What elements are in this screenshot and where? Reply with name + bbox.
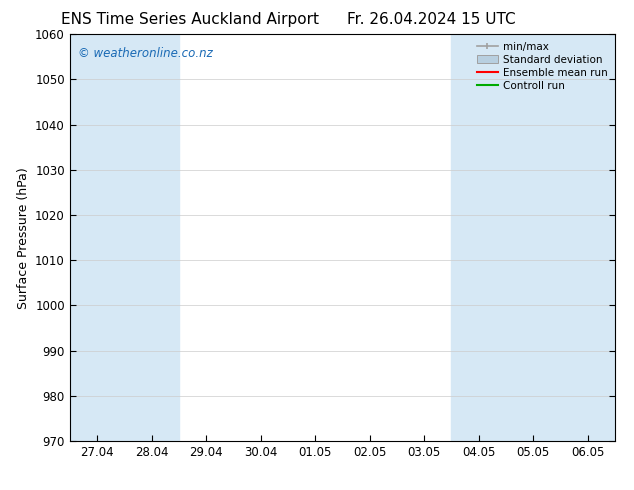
Text: ENS Time Series Auckland Airport: ENS Time Series Auckland Airport xyxy=(61,12,319,27)
Bar xyxy=(451,34,506,441)
Bar xyxy=(124,34,179,441)
Text: © weatheronline.co.nz: © weatheronline.co.nz xyxy=(78,47,212,59)
Bar xyxy=(560,34,615,441)
Bar xyxy=(70,34,124,441)
Legend: min/max, Standard deviation, Ensemble mean run, Controll run: min/max, Standard deviation, Ensemble me… xyxy=(473,37,612,95)
Text: Fr. 26.04.2024 15 UTC: Fr. 26.04.2024 15 UTC xyxy=(347,12,515,27)
Bar xyxy=(506,34,560,441)
Y-axis label: Surface Pressure (hPa): Surface Pressure (hPa) xyxy=(16,167,30,309)
